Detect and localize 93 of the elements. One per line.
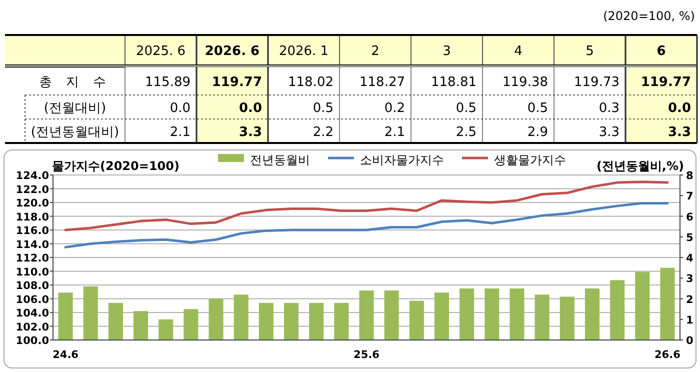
y-tick-label: 112.0 [16, 252, 49, 264]
x-tick-label: 6 [656, 44, 666, 59]
y-tick-label: 102.0 [16, 321, 49, 334]
y-tick-label: 124.0 [16, 170, 49, 182]
x-tick-label: 5 [586, 44, 594, 59]
y-tick-label: 120.0 [16, 198, 49, 210]
bar [208, 298, 224, 340]
data-label: 0.0 [238, 101, 262, 116]
y-tick-label: 104.0 [16, 308, 49, 320]
x-tick-label: 2026. 1 [278, 44, 329, 59]
bar [434, 292, 450, 340]
x-tick-label: 2025. 6 [136, 44, 186, 59]
y2-tick-label: 6 [686, 211, 694, 224]
y2-tick-label: 8 [686, 170, 694, 182]
y-tick-label: 116.0 [16, 225, 49, 237]
data-label: 118.81 [431, 75, 476, 90]
y2-tick-label: 0 [686, 335, 694, 347]
bar [534, 294, 550, 340]
bar [660, 268, 675, 340]
bar [610, 280, 625, 340]
y2-tick-label: 4 [686, 252, 694, 264]
bar [58, 292, 73, 340]
x-tick-label: 26.6 [654, 349, 680, 361]
data-label: 118.27 [360, 75, 405, 90]
data-label: 0.0 [668, 101, 691, 116]
y-tick-label: 110.0 [16, 266, 49, 278]
x-tick-label: 4 [514, 44, 522, 59]
data-label: 2.5 [456, 125, 476, 140]
data-label: 119.77 [640, 75, 691, 90]
y-tick-label: (전년동월대비) [30, 125, 120, 140]
data-label: 2.2 [312, 125, 334, 140]
y2-tick-label: 2 [686, 294, 694, 306]
y-tick-label: 108.0 [16, 280, 49, 292]
data-label: 119.38 [502, 75, 548, 90]
bar [184, 309, 198, 340]
bar [560, 296, 574, 340]
y2-tick-label: 5 [686, 232, 694, 244]
y-tick-label: 100.0 [16, 335, 49, 347]
data-label: 2.1 [384, 125, 405, 140]
legend-label: 소비자물가지수 [360, 153, 444, 167]
data-label: 3.3 [598, 125, 620, 140]
y-tick-label: 118.0 [16, 211, 49, 224]
chart-title: 물가지수(2020=100) [52, 159, 180, 173]
data-label: 115.89 [145, 75, 190, 90]
bar [359, 290, 374, 340]
line-series [64, 202, 669, 248]
bar [635, 272, 650, 340]
x-tick-label: 3 [442, 44, 451, 59]
bar [334, 302, 349, 340]
bar [309, 302, 324, 340]
x-tick-label: 2 [371, 44, 380, 59]
y2-tick-label: 3 [686, 273, 694, 286]
bar [284, 302, 299, 340]
line-series [64, 180, 669, 232]
x-tick-label: 24.6 [52, 349, 78, 361]
x-tick-label: 25.6 [354, 349, 380, 361]
bar [158, 319, 174, 340]
y-tick-label: 122.0 [16, 184, 49, 196]
bar [584, 288, 600, 340]
legend-label: 전년동월비 [250, 153, 310, 167]
data-label: 2.1 [170, 125, 190, 140]
data-label: 0.3 [598, 101, 620, 116]
bar [258, 302, 274, 340]
data-label: 3.3 [668, 125, 691, 140]
data-label: 3.3 [238, 125, 262, 140]
legend-label: 생활물가지수 [494, 153, 566, 167]
data-label: 2.9 [527, 125, 548, 140]
bar [108, 302, 123, 340]
text: (2020=100, %) [603, 9, 695, 23]
data-label: 0.5 [312, 101, 334, 116]
data-label: 0.2 [384, 101, 405, 116]
data-label: 119.73 [574, 75, 620, 90]
bar [460, 288, 474, 340]
bar [83, 286, 98, 340]
data-label: 0.5 [527, 101, 548, 116]
bar [234, 294, 248, 340]
data-label: 119.77 [212, 75, 262, 90]
y-tick-label: 106.0 [16, 294, 49, 306]
x-tick-label: 2026. 6 [204, 44, 260, 59]
bar [384, 290, 399, 340]
data-label: 118.02 [288, 75, 334, 90]
bar [134, 311, 148, 340]
y-tick-label: (전월대비) [44, 101, 106, 116]
bar [409, 300, 424, 340]
y-tick-label: 총 지 수 [38, 75, 112, 90]
bar [510, 288, 524, 340]
y2-axis-title: (전년동월비,%) [596, 159, 684, 173]
bar [484, 288, 500, 340]
y2-tick-label: 7 [686, 190, 694, 203]
y-tick-label: 114.0 [16, 238, 49, 251]
y2-tick-label: 1 [686, 314, 694, 326]
data-label: 0.0 [170, 101, 190, 116]
data-label: 0.5 [456, 101, 476, 116]
